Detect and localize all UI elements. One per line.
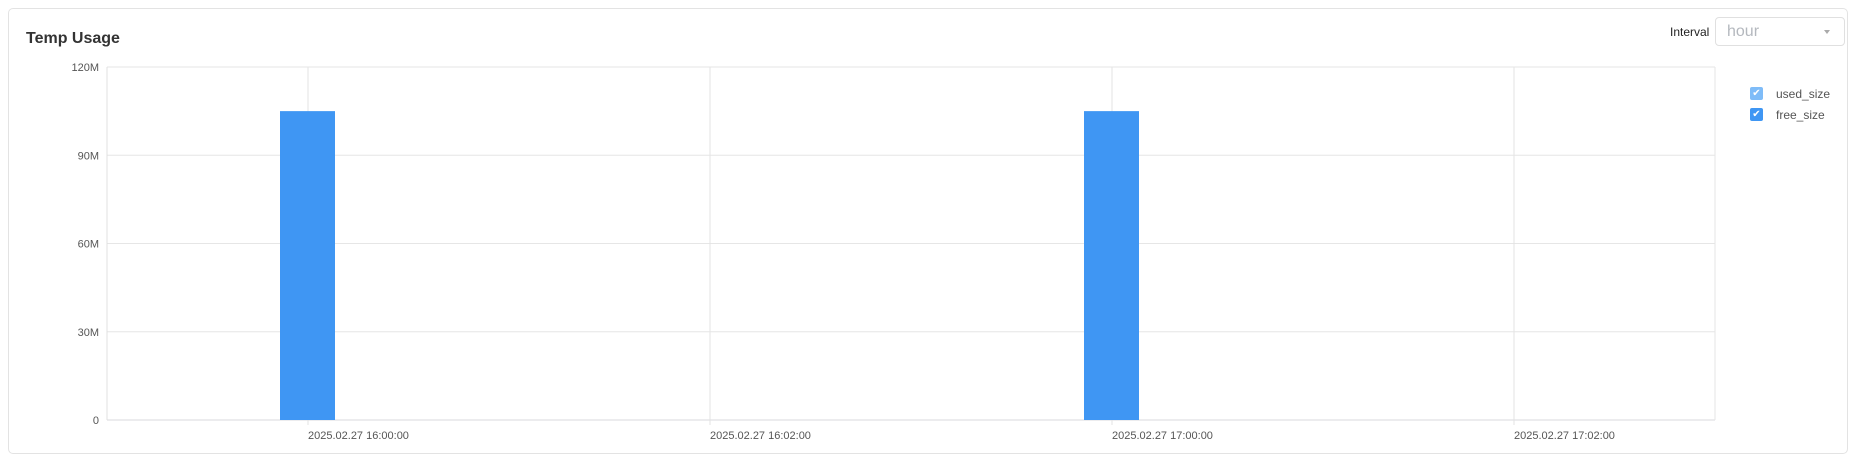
y-tick-label: 120M	[71, 62, 99, 74]
legend-label: free_size	[1776, 107, 1825, 122]
y-tick-label: 60M	[78, 239, 99, 251]
legend-item-used-size[interactable]: ✔ used_size	[1750, 83, 1830, 104]
y-tick-label: 30M	[78, 327, 99, 339]
y-tick-label: 90M	[78, 150, 99, 162]
bar-free-size	[280, 111, 335, 420]
x-tick-label: 2025.02.27 16:00:00	[308, 430, 409, 442]
legend-label: used_size	[1776, 86, 1831, 101]
bar-free-size	[1084, 111, 1139, 420]
interval-value: hour	[1727, 23, 1760, 40]
interval-select[interactable]: hour	[1715, 17, 1845, 46]
chevron-down-icon	[1824, 30, 1830, 34]
panel-title: Temp Usage	[26, 30, 120, 47]
x-tick-label: 2025.02.27 16:02:00	[710, 430, 811, 442]
checkbox-checked-icon[interactable]: ✔	[1750, 87, 1763, 100]
x-tick-label: 2025.02.27 17:00:00	[1112, 430, 1213, 442]
chart-legend: ✔ used_size ✔ free_size	[1750, 83, 1830, 125]
x-tick-label: 2025.02.27 17:02:00	[1514, 430, 1615, 442]
y-tick-label: 0	[93, 415, 99, 427]
checkbox-checked-icon[interactable]: ✔	[1750, 108, 1763, 121]
interval-label: Interval	[1670, 25, 1710, 39]
temp-usage-panel: Temp Usage	[8, 8, 1848, 454]
legend-item-free-size[interactable]: ✔ free_size	[1750, 104, 1830, 125]
